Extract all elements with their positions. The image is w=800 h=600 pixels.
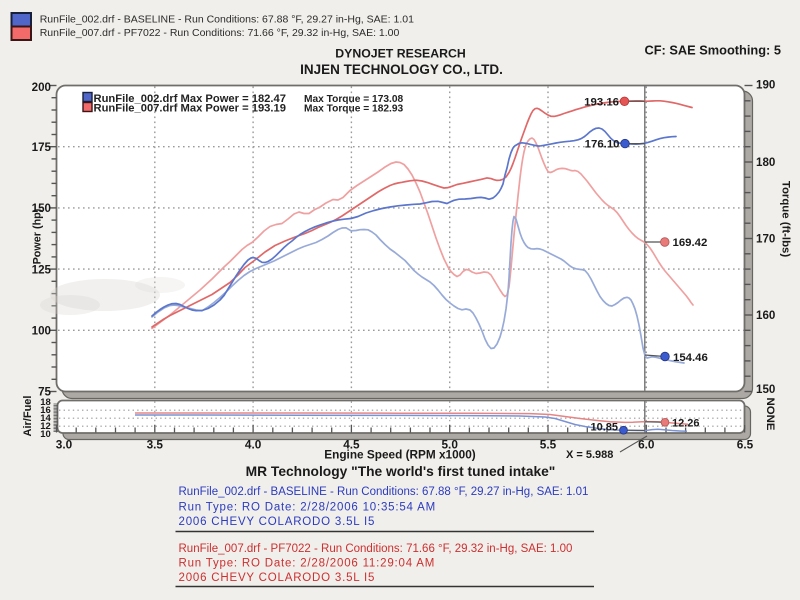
svg-text:125: 125: [32, 263, 52, 276]
svg-text:Torque (ft-lbs): Torque (ft-lbs): [780, 181, 792, 258]
svg-text:14: 14: [40, 413, 51, 424]
svg-text:Run Type: RO Date: 2/28/2006: Run Type: RO Date: 2/28/2006 10:35:54 AM: [179, 502, 436, 514]
svg-text:CF: SAE Smoothing: 5: CF: SAE Smoothing: 5: [645, 43, 782, 58]
svg-text:RunFile_007.drf Max Power = 19: RunFile_007.drf Max Power = 193.19: [94, 103, 286, 115]
svg-text:RunFile_002.drf Max Power = 18: RunFile_002.drf Max Power = 182.47: [94, 93, 286, 105]
svg-text:150: 150: [756, 383, 775, 396]
svg-text:10: 10: [40, 429, 51, 440]
svg-text:MR Technology "The world's fir: MR Technology "The world's first tuned i…: [246, 464, 556, 479]
svg-text:Engine Speed (RPM x1000): Engine Speed (RPM x1000): [324, 448, 476, 462]
svg-text:6.0: 6.0: [638, 438, 655, 452]
svg-text:6.5: 6.5: [737, 438, 754, 452]
svg-text:RunFile_002.drf - BASELINE -: RunFile_002.drf - BASELINE - Run Conditi…: [40, 14, 414, 26]
svg-text:Run Type: RO Date: 2/28/2006: Run Type: RO Date: 2/28/2006 11:29:04 AM: [179, 558, 436, 570]
svg-text:4.5: 4.5: [343, 438, 360, 452]
svg-text:NONE: NONE: [764, 398, 776, 431]
svg-text:2006 CHEVY COLARODO 3.5L I5: 2006 CHEVY COLARODO 3.5L I5: [179, 516, 376, 528]
svg-text:75: 75: [38, 386, 51, 399]
svg-text:RunFile_002.drf - BASELINE -: RunFile_002.drf - BASELINE - Run Conditi…: [179, 486, 589, 498]
svg-text:193.16: 193.16: [584, 96, 619, 108]
svg-text:Max Torque = 182.93: Max Torque = 182.93: [304, 104, 404, 115]
svg-text:5.5: 5.5: [540, 438, 557, 452]
svg-text:12.26: 12.26: [672, 418, 700, 430]
svg-text:150: 150: [32, 202, 51, 215]
svg-text:4.0: 4.0: [245, 438, 262, 452]
svg-text:100: 100: [32, 325, 51, 338]
svg-text:3.0: 3.0: [56, 438, 73, 452]
svg-text:180: 180: [756, 156, 775, 169]
svg-text:RunFile_007.drf - PF7022 - R: RunFile_007.drf - PF7022 - Run Condition…: [179, 543, 573, 555]
svg-text:2006 CHEVY COLARODO 3.5L I5: 2006 CHEVY COLARODO 3.5L I5: [179, 572, 376, 584]
svg-text:170: 170: [756, 233, 775, 246]
svg-text:200: 200: [32, 81, 51, 94]
svg-text:16: 16: [40, 405, 51, 416]
svg-text:154.46: 154.46: [673, 352, 708, 364]
svg-text:190: 190: [756, 79, 775, 92]
svg-text:Max Torque = 173.08: Max Torque = 173.08: [304, 94, 404, 105]
svg-text:5.0: 5.0: [441, 438, 458, 452]
svg-text:12: 12: [40, 421, 51, 432]
svg-text:RunFile_007.drf - PF7022 - R: RunFile_007.drf - PF7022 - Run Condition…: [40, 27, 400, 39]
svg-text:Air/Fuel: Air/Fuel: [22, 396, 34, 437]
svg-text:176.10: 176.10: [585, 139, 620, 151]
svg-text:10.85: 10.85: [590, 422, 618, 434]
svg-text:175: 175: [32, 141, 52, 154]
svg-text:3.5: 3.5: [147, 438, 164, 452]
svg-text:160: 160: [756, 309, 775, 322]
svg-text:18: 18: [40, 397, 51, 408]
svg-text:X = 5.988: X = 5.988: [566, 449, 613, 461]
svg-text:169.42: 169.42: [673, 237, 708, 249]
svg-text:DYNOJET RESEARCH: DYNOJET RESEARCH: [335, 47, 466, 61]
svg-text:Power (hp): Power (hp): [32, 208, 44, 264]
svg-text:INJEN TECHNOLOGY CO., LTD.: INJEN TECHNOLOGY CO., LTD.: [300, 62, 503, 77]
